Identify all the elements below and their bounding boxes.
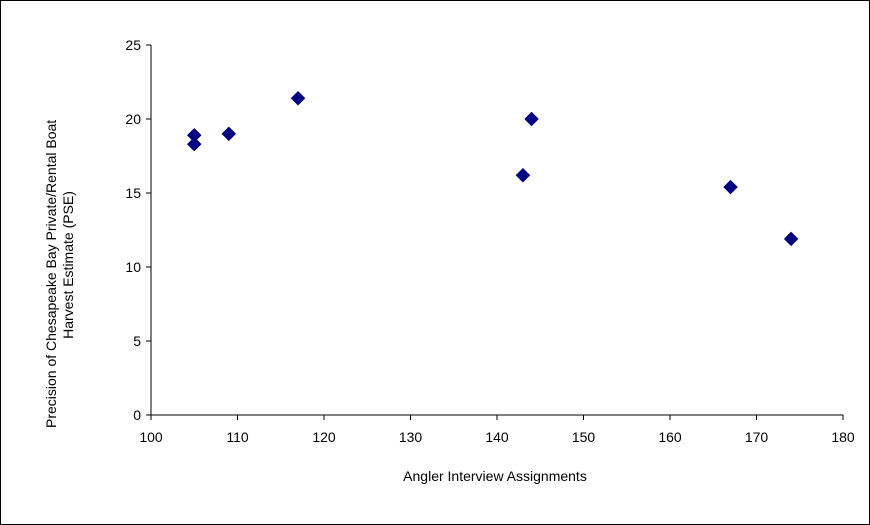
x-tick-label: 100 — [139, 429, 163, 445]
y-axis-title-line-1: Precision of Chesapeake Bay Private/Rent… — [43, 120, 59, 428]
y-axis-ticks: 0 5 10 15 20 25 — [125, 37, 151, 423]
y-axis-title-line-2: Harvest Estimate (PSE) — [60, 191, 76, 339]
data-point-diamond — [186, 136, 202, 152]
x-tick-label: 160 — [658, 429, 682, 445]
data-point-diamond — [783, 231, 799, 247]
y-tick-label: 20 — [125, 111, 141, 127]
data-points — [186, 90, 799, 247]
x-axis-title: Angler Interview Assignments — [403, 468, 587, 484]
x-tick-label: 140 — [485, 429, 509, 445]
y-tick-label: 10 — [125, 259, 141, 275]
data-point-diamond — [723, 179, 738, 195]
y-axis-title-group: Precision of Chesapeake Bay Private/Rent… — [43, 120, 76, 428]
x-tick-label: 150 — [572, 429, 596, 445]
data-point-diamond — [515, 167, 531, 183]
x-tick-label: 130 — [399, 429, 423, 445]
y-tick-label: 25 — [125, 37, 141, 53]
data-point-diamond — [290, 90, 306, 106]
x-axis-ticks: 100 110 120 130 140 150 160 170 180 — [139, 415, 855, 445]
data-point-diamond — [221, 126, 237, 142]
x-tick-label: 170 — [745, 429, 769, 445]
data-point-diamond — [524, 111, 539, 127]
y-tick-label: 15 — [125, 185, 141, 201]
x-tick-label: 180 — [831, 429, 855, 445]
axes — [150, 45, 843, 416]
y-tick-label: 5 — [133, 333, 141, 349]
x-tick-label: 120 — [312, 429, 336, 445]
y-tick-label: 0 — [133, 407, 141, 423]
x-tick-label: 110 — [226, 429, 249, 445]
